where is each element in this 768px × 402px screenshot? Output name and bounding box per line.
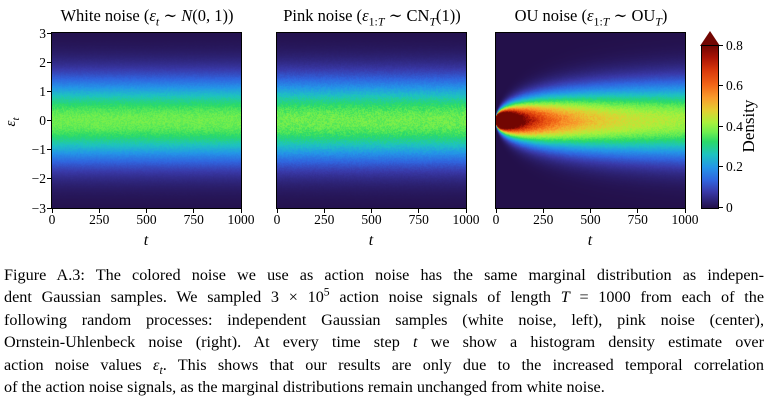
y-tick-mark	[47, 32, 51, 34]
x-tick-label: 0	[492, 212, 500, 227]
pink-noise-title: Pink noise (ε1:T ∼ CNT(1))	[283, 6, 461, 29]
x-tick-mark	[371, 209, 372, 213]
x-tick-label: 500	[136, 212, 157, 227]
x-tick-mark	[542, 209, 544, 213]
x-tick-mark	[98, 209, 100, 213]
x-tick-label: 500	[361, 212, 382, 227]
x-tick-label: 250	[314, 212, 335, 227]
y-tick-label: 0	[39, 113, 46, 128]
colorbar-tick-label: 0.6	[726, 78, 743, 93]
colorbar-overflow-arrow	[700, 31, 720, 46]
y-tick-mark	[47, 120, 51, 121]
x-tick-mark	[465, 209, 467, 213]
x-tick-label: 0	[273, 212, 281, 227]
colorbar	[701, 45, 719, 209]
white-noise-panel	[51, 32, 242, 209]
x-tick-label: 500	[580, 212, 601, 227]
pink-noise-heatmap	[277, 33, 466, 208]
caption-line: dent Gaussian samples. We sampled 3 × 10…	[4, 286, 764, 307]
x-tick-mark	[240, 209, 242, 213]
colorbar-tick-mark	[719, 44, 723, 46]
x-tick-label: 0	[48, 212, 56, 227]
x-tick-label: 1000	[452, 212, 480, 227]
colorbar-tick-label: 0	[726, 199, 733, 215]
x-axis-label-pink: t	[368, 232, 374, 249]
colorbar-tick-mark	[719, 206, 723, 208]
x-tick-mark	[146, 209, 147, 213]
y-tick-mark	[47, 61, 51, 63]
x-tick-mark	[590, 209, 591, 213]
white-noise-heatmap	[52, 33, 241, 208]
x-tick-label: 750	[627, 212, 648, 227]
y-tick-label: −1	[31, 142, 46, 158]
x-tick-mark	[495, 209, 497, 213]
y-tick-mark	[47, 90, 51, 92]
x-tick-mark	[418, 209, 420, 213]
caption-line: Ornstein-Uhlenbeck noise (right). At eve…	[4, 333, 764, 352]
x-axis-label-ou: t	[587, 232, 593, 249]
x-tick-mark	[684, 209, 686, 213]
ou-noise-heatmap	[496, 33, 685, 208]
x-tick-mark	[51, 209, 53, 213]
colorbar-tick-mark	[719, 85, 723, 86]
x-tick-label: 750	[183, 212, 204, 227]
y-tick-label: −3	[31, 200, 46, 216]
white-noise-title: White noise (εt ∼ N(0, 1))	[60, 6, 234, 29]
y-tick-mark	[47, 178, 51, 180]
y-tick-label: −2	[31, 171, 46, 187]
x-tick-label: 250	[89, 212, 110, 227]
colorbar-tick-label: 0.8	[726, 37, 743, 53]
colorbar-tick-mark	[719, 125, 723, 127]
y-tick-mark	[47, 207, 51, 209]
figure-a3-plots: White noise (εt ∼ N(0, 1)) Pink noise (ε…	[3, 6, 758, 249]
x-tick-label: 1000	[227, 212, 255, 227]
x-axis-label-white: t	[143, 232, 149, 249]
x-tick-label: 250	[533, 212, 554, 227]
figure-caption: Figure A.3: The colored noise we use as …	[4, 264, 764, 398]
caption-line: of the action noise signals, as the marg…	[4, 378, 605, 397]
colorbar-tick-mark	[719, 166, 723, 167]
ou-noise-title: OU noise (ε1:T ∼ OUT)	[514, 6, 668, 29]
x-tick-mark	[637, 209, 639, 213]
x-tick-label: 1000	[671, 212, 699, 227]
caption-line: action noise values εt. This shows that …	[4, 355, 764, 377]
y-tick-label: 2	[39, 54, 46, 70]
x-tick-mark	[276, 209, 278, 213]
caption-line: following random processes: independent …	[4, 310, 764, 329]
y-tick-label: 1	[39, 83, 46, 99]
pink-noise-panel	[276, 32, 467, 209]
colorbar-tick-label: 0.4	[726, 118, 743, 134]
ou-noise-panel	[495, 32, 686, 209]
x-tick-label: 750	[408, 212, 429, 227]
y-tick-mark	[47, 149, 51, 151]
caption-line: Figure A.3: The colored noise we use as …	[4, 266, 764, 284]
colorbar-tick-label: 0.2	[726, 159, 743, 174]
y-tick-label: 3	[39, 25, 46, 41]
x-tick-mark	[323, 209, 325, 213]
x-tick-mark	[193, 209, 195, 213]
